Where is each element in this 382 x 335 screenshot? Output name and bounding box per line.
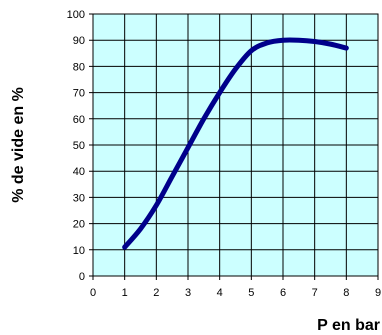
x-tick-label: 0: [90, 287, 96, 299]
x-tick-label: 3: [185, 287, 191, 299]
y-tick-label: 100: [67, 9, 85, 21]
x-tick-label: 9: [375, 287, 381, 299]
x-axis-title: P en bar: [317, 317, 380, 334]
x-tick-label: 8: [343, 287, 349, 299]
x-tick-label: 1: [122, 287, 128, 299]
y-tick-label: 30: [73, 192, 85, 204]
y-tick-label: 20: [73, 219, 85, 231]
y-tick-label: 40: [73, 166, 85, 178]
y-tick-label: 80: [73, 61, 85, 73]
x-tick-label: 2: [153, 287, 159, 299]
series-line: [122, 37, 349, 250]
x-tick-label: 6: [280, 287, 286, 299]
gridlines: [89, 13, 379, 280]
y-tick-label: 0: [79, 271, 85, 283]
x-tick-label: 4: [217, 287, 223, 299]
y-axis-ticks: 0 10 20 30 40 50 60 70 80 90 100: [67, 9, 85, 283]
x-axis-ticks: 0 1 2 3 4 5 6 7 8 9: [90, 287, 381, 299]
y-tick-label: 60: [73, 114, 85, 126]
y-tick-label: 70: [73, 88, 85, 100]
y-axis-title: % de vide en %: [10, 87, 27, 203]
y-tick-label: 50: [73, 140, 85, 152]
y-tick-label: 10: [73, 245, 85, 257]
y-tick-label: 90: [73, 35, 85, 47]
x-tick-label: 7: [312, 287, 318, 299]
x-tick-label: 5: [248, 287, 254, 299]
